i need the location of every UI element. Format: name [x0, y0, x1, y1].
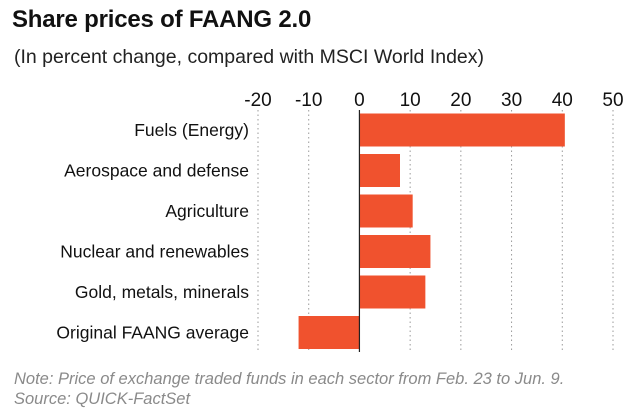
- bar: [359, 275, 426, 309]
- x-tick-label: -10: [295, 90, 322, 111]
- x-tick-label: 30: [501, 90, 522, 111]
- x-tick-label: 50: [602, 90, 623, 111]
- category-label: Original FAANG average: [56, 323, 249, 343]
- category-label: Nuclear and renewables: [60, 242, 249, 262]
- bar: [359, 154, 400, 187]
- bar: [359, 113, 565, 147]
- chart-subtitle: (In percent change, compared with MSCI W…: [14, 46, 485, 68]
- bar: [359, 194, 413, 228]
- category-labels: Fuels (Energy) Aerospace and defense Agric…: [56, 120, 249, 343]
- x-axis-ticks: -20 -10 0 10 20 30 40 50: [244, 90, 623, 111]
- x-tick-label: -20: [244, 90, 271, 111]
- chart-note: Note: Price of exchange traded funds in …: [14, 370, 565, 388]
- x-tick-label: 10: [400, 90, 421, 111]
- category-label: Fuels (Energy): [134, 120, 249, 140]
- category-label: Aerospace and defense: [64, 161, 249, 181]
- bar: [298, 316, 360, 349]
- x-tick-label: 20: [450, 90, 471, 111]
- bar: [359, 235, 431, 268]
- chart-source: Source: QUICK-FactSet: [14, 390, 191, 408]
- x-tick-label: 40: [552, 90, 573, 111]
- bars: [298, 113, 565, 349]
- chart-title: Share prices of FAANG 2.0: [12, 6, 312, 33]
- category-label: Agriculture: [165, 201, 249, 221]
- x-tick-label: 0: [354, 90, 365, 111]
- category-label: Gold, metals, minerals: [75, 282, 249, 302]
